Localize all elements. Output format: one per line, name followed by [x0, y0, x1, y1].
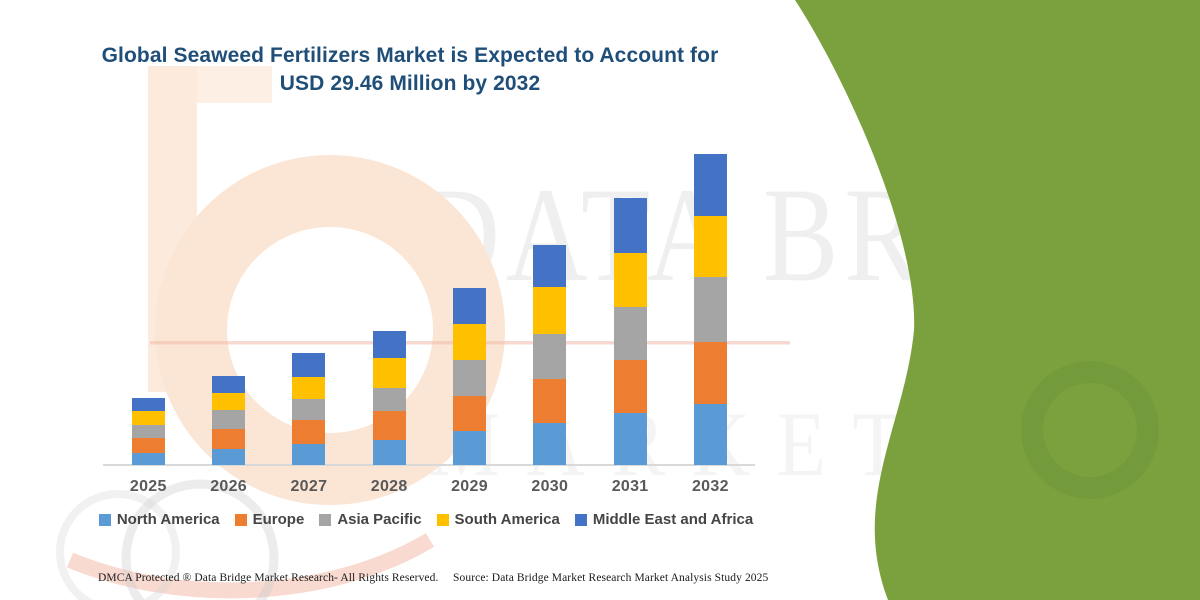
chart-title: Global Seaweed Fertilizers Market is Exp… — [60, 42, 760, 98]
bar-segment — [693, 216, 727, 277]
bar-segment — [453, 431, 486, 465]
bar-segment — [453, 324, 486, 360]
bar-segment — [372, 358, 406, 388]
bar-segment — [212, 410, 246, 429]
bar-segment — [292, 444, 326, 465]
bar-segment — [613, 413, 647, 465]
bar-column-2028 — [372, 331, 406, 465]
bar-segment — [533, 423, 567, 465]
x-axis-label: 2025 — [129, 478, 167, 495]
legend-item: Asia Pacific — [319, 511, 422, 528]
legend-item: South America — [436, 511, 560, 528]
bar-column-2032 — [693, 154, 727, 465]
bar-column-2025 — [131, 398, 165, 465]
bar-segment — [693, 277, 727, 342]
legend-swatch — [436, 513, 449, 526]
bar-segment — [693, 154, 727, 216]
bar-segment — [693, 404, 727, 465]
bar-column-2030 — [533, 244, 567, 465]
footer-dmca: DMCA Protected ® Data Bridge Market Rese… — [98, 572, 439, 584]
bar-segment — [292, 398, 326, 420]
bar-segment — [131, 425, 165, 438]
legend-item: Europe — [234, 511, 305, 528]
x-axis-label: 2032 — [691, 478, 729, 495]
bar-segment — [372, 388, 406, 411]
legend-label: South America — [454, 511, 560, 528]
watermark-ghost-ring — [121, 479, 279, 600]
bar-segment — [372, 440, 406, 465]
legend-swatch — [98, 513, 111, 526]
watermark-ghost-ring — [56, 490, 180, 600]
bar-segment — [372, 331, 406, 358]
chart-title-line1: Global Seaweed Fertilizers Market is Exp… — [101, 44, 719, 67]
legend-label: Asia Pacific — [337, 511, 422, 528]
bar-segment — [292, 352, 326, 377]
bar-segment — [212, 376, 246, 393]
bar-segment — [533, 244, 567, 287]
bar-segment — [533, 334, 567, 379]
chart-title-line2: USD 29.46 Million by 2032 — [279, 71, 541, 95]
bar-segment — [372, 411, 406, 440]
green-panel-shape — [795, 0, 1200, 600]
bar-column-2027 — [292, 352, 326, 465]
bar-segment — [212, 449, 246, 465]
panel-ghost-ring — [1021, 361, 1159, 499]
bar-segment — [693, 342, 727, 404]
x-axis-label: 2029 — [451, 478, 488, 495]
bar-segment — [212, 429, 246, 449]
bar-segment — [292, 376, 326, 399]
legend-swatch — [319, 513, 332, 526]
x-axis-label: 2028 — [370, 478, 408, 495]
footer-source: Source: Data Bridge Market Research Mark… — [453, 572, 769, 584]
x-axis-label: 2030 — [531, 478, 569, 495]
legend-swatch — [574, 513, 587, 526]
legend-swatch — [234, 513, 247, 526]
bar-segment — [292, 419, 326, 444]
bar-segment — [613, 198, 647, 253]
bar-segment — [131, 453, 165, 465]
legend-item: North America — [98, 511, 220, 528]
legend-label: Europe — [252, 511, 305, 528]
bar-column-2026 — [212, 376, 246, 465]
bar-segment — [613, 360, 647, 413]
bar-column-2029 — [453, 288, 486, 465]
chart-legend: North America Europe Asia Pacific South Ame… — [92, 511, 760, 528]
bar-segment — [613, 307, 647, 360]
bar-segment — [131, 438, 165, 453]
x-axis-label: 2027 — [290, 478, 328, 495]
legend-item: Middle East and Africa — [574, 511, 754, 528]
legend-label: North America — [116, 511, 220, 528]
bar-segment — [453, 360, 486, 396]
bar-segment — [131, 411, 165, 425]
bar-segment — [212, 393, 246, 410]
bar-segment — [533, 286, 567, 334]
x-axis-label: 2026 — [210, 478, 247, 495]
bar-column-2031 — [613, 198, 647, 465]
x-axis-label: 2031 — [611, 478, 649, 495]
legend-label: Middle East and Africa — [592, 511, 754, 528]
bar-segment — [533, 379, 567, 423]
bar-segment — [453, 396, 486, 431]
watermark-swoosh — [66, 533, 435, 599]
plot-area: 2025 2026 2027 2028 2029 2030 2031 2032 — [103, 154, 755, 495]
bar-segment — [613, 253, 647, 307]
bar-segment — [453, 288, 486, 324]
x-axis-line — [103, 464, 755, 466]
bar-segment — [131, 398, 165, 411]
